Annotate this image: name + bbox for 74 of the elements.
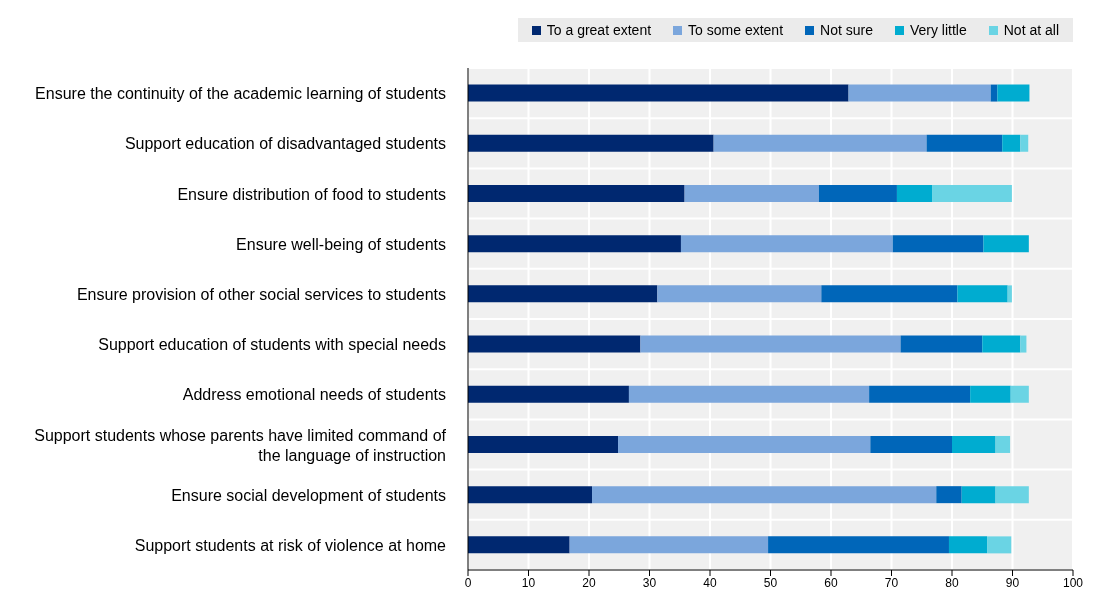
bar (932, 184, 1012, 202)
bar (468, 134, 714, 152)
bar (657, 285, 822, 303)
y-tick-label: Support education of students with special needs (98, 335, 446, 353)
bar (995, 435, 1011, 453)
legend-label: Very little (908, 22, 967, 38)
bar (948, 536, 988, 554)
bar (970, 385, 1011, 403)
y-tick-label: Support students whose parents have limited command of the language of instruction (34, 426, 447, 463)
bar (468, 435, 619, 453)
bar (468, 536, 570, 554)
bar (468, 84, 849, 102)
x-tick-label: 70 (884, 575, 899, 590)
legend-label: To a great extent (545, 22, 652, 38)
x-tick-label: 30 (642, 575, 657, 590)
y-tick-label: Support students at risk of violence at home (134, 536, 447, 554)
bar (1020, 134, 1029, 152)
bar (468, 235, 681, 253)
bar (869, 385, 971, 403)
bar (982, 335, 1021, 353)
bar (870, 435, 952, 453)
bar (713, 134, 927, 152)
bar (961, 486, 996, 504)
x-tick-label: 0 (464, 575, 472, 590)
legend-label: Not sure (819, 22, 873, 38)
bar (1007, 285, 1012, 303)
bar (1002, 134, 1021, 152)
x-tick-label: 40 (703, 575, 717, 590)
bar (995, 486, 1029, 504)
y-tick-label: Ensure social development of students (171, 486, 446, 504)
bar (640, 335, 901, 353)
bar (569, 536, 769, 554)
x-tick-label: 100 (1062, 575, 1084, 590)
bar (768, 536, 949, 554)
legend-label: Not at all (1002, 22, 1059, 38)
bar (926, 134, 1003, 152)
bar (896, 184, 933, 202)
bar (1010, 385, 1029, 403)
bar (1020, 335, 1027, 353)
y-tick-label: Address emotional needs of students (182, 385, 446, 403)
bar (468, 486, 593, 504)
bar (592, 486, 937, 504)
bar (628, 385, 870, 403)
bar (936, 486, 962, 504)
bar (468, 385, 629, 403)
bar (983, 235, 1029, 253)
x-tick-label: 20 (582, 575, 596, 590)
x-tick-label: 80 (945, 575, 959, 590)
bar (468, 285, 658, 303)
x-tick-label: 50 (763, 575, 778, 590)
legend-label: To some extent (687, 22, 784, 38)
bar (990, 84, 998, 102)
x-tick-label: 10 (521, 575, 536, 590)
y-tick-label: Ensure the continuity of the academic learning of students (35, 84, 446, 102)
bar (952, 435, 996, 453)
bar (997, 84, 1030, 102)
bar (900, 335, 983, 353)
bar (892, 235, 984, 253)
bar (468, 335, 641, 353)
bar (680, 235, 893, 253)
bar (957, 285, 1008, 303)
bar (987, 536, 1012, 554)
y-tick-label: Ensure well-being of students (236, 235, 446, 253)
y-tick-label: Ensure distribution of food to students (177, 185, 446, 202)
bar (468, 184, 685, 202)
bar (818, 184, 897, 202)
y-tick-label: Ensure provision of other social services to students (76, 285, 446, 303)
bar (618, 435, 871, 453)
x-tick-label: 90 (1005, 575, 1020, 590)
y-tick-label: Support education of disadvantaged students (124, 134, 446, 152)
x-tick-label: 60 (824, 575, 838, 590)
bar (821, 285, 958, 303)
bar (684, 184, 819, 202)
bar (848, 84, 991, 102)
